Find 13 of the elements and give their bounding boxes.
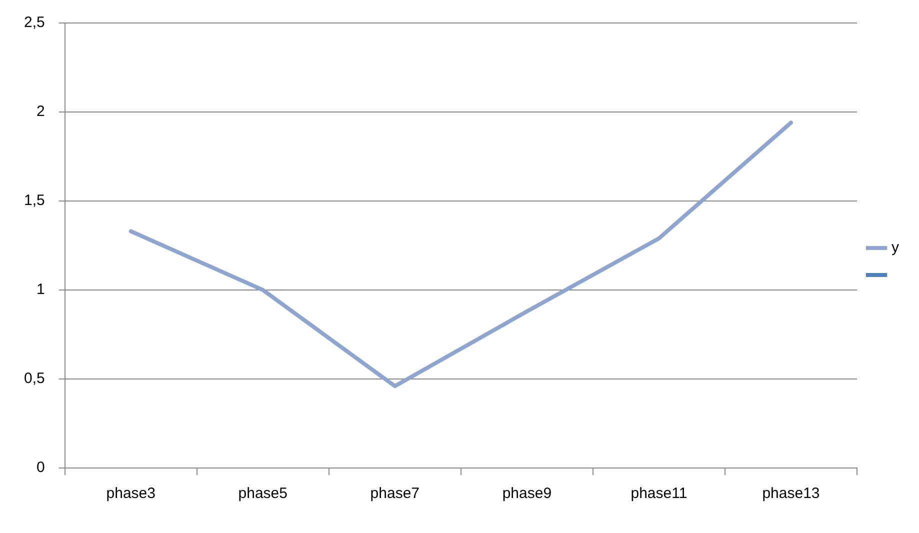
x-tick-label: phase13 <box>762 485 820 502</box>
y-tick-label: 0 <box>36 459 45 476</box>
x-tick-label: phase3 <box>106 485 156 502</box>
y-tick-label: 2 <box>36 103 45 120</box>
y-tick-label: 0,5 <box>24 370 45 388</box>
x-tick-label: phase7 <box>370 485 420 502</box>
y-tick-label: 1,5 <box>24 192 45 210</box>
x-tick-label: phase9 <box>502 485 552 502</box>
y-tick-label: 2,5 <box>24 14 45 32</box>
x-tick-label: phase5 <box>238 485 288 502</box>
y-tick-label: 1 <box>36 281 45 298</box>
x-tick-label: phase11 <box>630 485 688 502</box>
legend-label: y <box>892 239 900 256</box>
